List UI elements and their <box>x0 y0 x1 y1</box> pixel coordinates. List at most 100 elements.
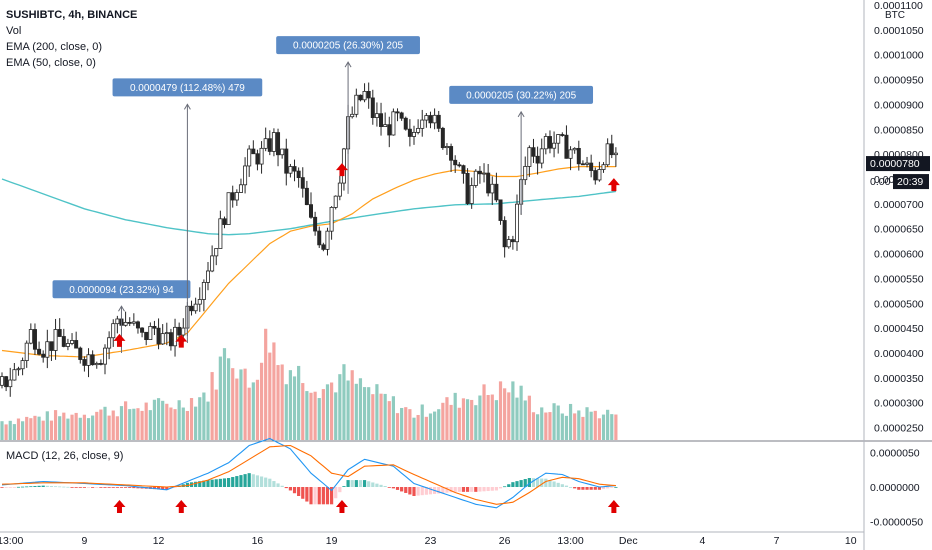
macd-histogram-bar <box>239 475 243 487</box>
macd-histogram-bar <box>292 487 297 494</box>
candle <box>296 170 301 179</box>
volume-bar <box>243 368 247 440</box>
measure-label[interactable]: 0.0000205 (30.22%) 205 <box>466 90 577 101</box>
candle <box>57 329 62 337</box>
volume-bar <box>301 383 305 440</box>
volume-bar <box>95 411 99 440</box>
volume-bar <box>152 399 157 440</box>
volume-bar <box>424 416 428 440</box>
macd-buy-arrow-icon <box>175 500 188 513</box>
macd-histogram-bar <box>552 481 556 487</box>
candle <box>453 159 458 166</box>
macd-indicator-label[interactable]: MACD (12, 26, close, 9) <box>6 450 124 462</box>
candle <box>333 195 338 208</box>
candle <box>28 329 33 344</box>
measure-label-box[interactable] <box>276 36 420 55</box>
macd-histogram-bar <box>297 487 301 496</box>
ema200-indicator-label[interactable]: EMA (200, close, 0) <box>6 41 102 53</box>
volume-bar <box>86 418 91 440</box>
ema200-line <box>1 178 617 236</box>
macd-histogram-bar <box>231 477 235 487</box>
macd-histogram-bar <box>313 487 317 505</box>
candle <box>609 143 614 156</box>
measure-label-box[interactable] <box>112 78 263 97</box>
candle <box>144 331 149 341</box>
volume-bar <box>342 364 346 440</box>
macd-histogram-bar <box>276 483 280 487</box>
volume-bar <box>597 418 601 440</box>
volume-bar <box>354 383 358 440</box>
volume-bar <box>437 409 441 440</box>
measure-label[interactable]: 0.0000094 (23.32%) 94 <box>69 285 174 296</box>
macd-histogram-bar <box>465 487 470 492</box>
volume-bar <box>111 410 115 440</box>
volume-bar <box>404 407 408 440</box>
volume-bar <box>412 417 416 440</box>
macd-histogram-bar <box>66 486 70 488</box>
candle <box>411 131 416 137</box>
volume-bar <box>428 413 433 440</box>
macd-histogram-bar <box>404 487 408 493</box>
macd-histogram-bar <box>560 484 564 487</box>
macd-histogram-bar <box>227 478 231 487</box>
volume-bar <box>189 398 194 440</box>
macd-histogram-bar <box>437 487 441 494</box>
candle <box>440 127 445 149</box>
macd-histogram-bar <box>45 485 49 487</box>
candle <box>416 127 421 133</box>
volume-bar <box>239 369 243 440</box>
symbol-title[interactable]: SUSHIBTC, 4h, BINANCE <box>6 9 138 21</box>
macd-histogram-bar <box>115 487 119 488</box>
volume-bar <box>115 416 119 440</box>
volume-bar <box>66 418 70 440</box>
measure-label[interactable]: 0.0000479 (112.48%) 479 <box>130 83 245 94</box>
macd-histogram-bar <box>16 486 21 488</box>
signal-line <box>1 444 616 505</box>
macd-histogram-bar <box>165 487 169 490</box>
candle <box>90 354 95 366</box>
volume-bar <box>62 412 66 440</box>
macd-histogram-bar <box>161 487 165 490</box>
ema50-indicator-label[interactable]: EMA (50, close, 0) <box>6 57 96 69</box>
candle <box>32 329 37 350</box>
volume-bar <box>498 381 503 440</box>
time-tick-label: 23 <box>425 535 437 547</box>
price-tick-label: 0.0000400 <box>874 348 924 360</box>
candle <box>366 90 371 99</box>
candle <box>539 148 544 164</box>
buy-arrow-icon <box>175 334 188 348</box>
candle <box>103 347 108 365</box>
volume-bar <box>247 387 251 440</box>
candle <box>12 369 17 381</box>
candle <box>24 342 29 361</box>
measure-label[interactable]: 0.0000205 (26.30%) 205 <box>293 41 404 52</box>
volume-bar <box>581 416 585 440</box>
volume-indicator-label[interactable]: Vol <box>6 25 22 37</box>
candle <box>498 199 503 221</box>
macd-histogram-bar <box>95 487 99 488</box>
volume-bar <box>119 406 124 440</box>
volume-bar <box>70 414 74 440</box>
macd-buy-arrow-icon <box>607 500 620 513</box>
volume-bar <box>494 400 498 440</box>
candle <box>78 347 83 360</box>
candle <box>449 146 454 161</box>
volume-bar <box>593 410 597 440</box>
macd-histogram-bar <box>606 487 610 489</box>
candle <box>403 117 408 130</box>
measure-label-box[interactable] <box>52 280 191 299</box>
measure-arrowhead <box>183 103 191 110</box>
macd-histogram-bar <box>449 487 453 493</box>
macd-histogram-bar <box>91 487 95 488</box>
measure-label-box[interactable] <box>449 85 594 104</box>
candle <box>531 147 536 157</box>
candle <box>407 128 412 137</box>
volume-bar <box>503 388 507 440</box>
macd-histogram-bar <box>86 487 91 488</box>
macd-histogram-bar <box>412 487 416 496</box>
candle <box>168 332 173 347</box>
price-tick-label: 0.0000500 <box>874 298 924 310</box>
time-tick-label: 12 <box>153 535 165 547</box>
last-price-tag[interactable] <box>866 156 930 172</box>
